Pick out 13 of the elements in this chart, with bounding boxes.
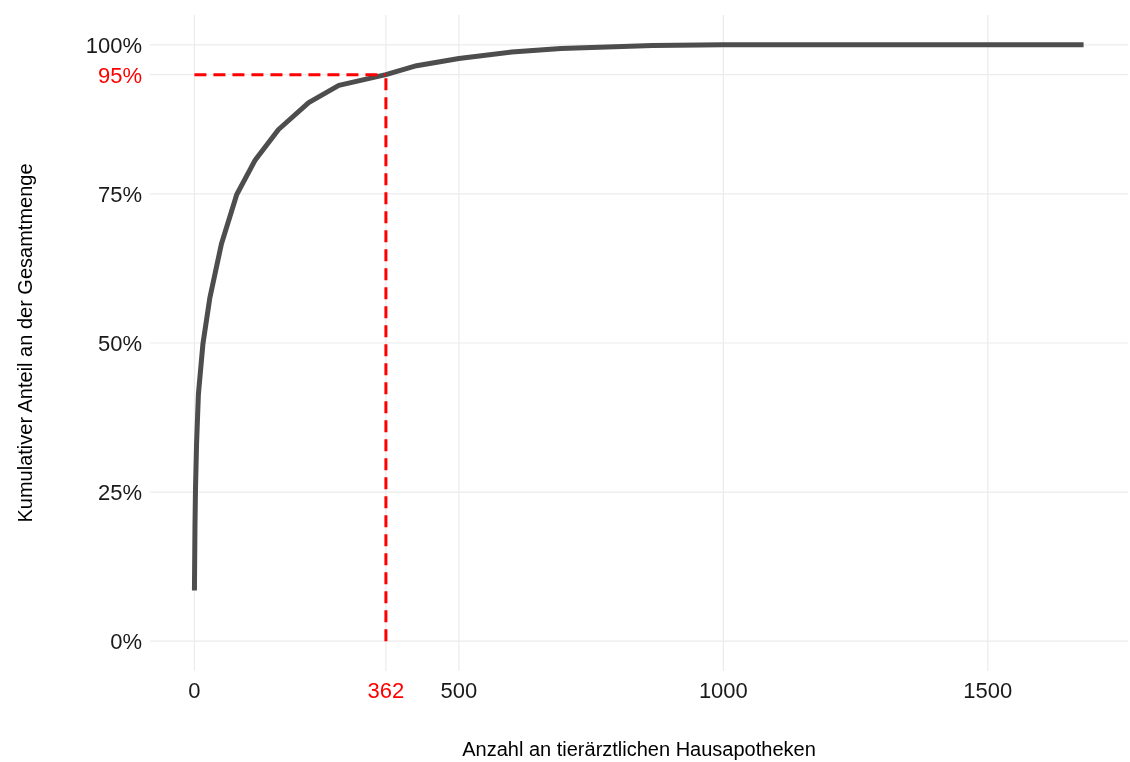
- x-tick-label: 1000: [698, 678, 748, 703]
- x-tick-label: 0: [188, 678, 201, 703]
- x-tick-label: 500: [440, 678, 478, 703]
- y-tick-label: 100%: [85, 32, 142, 58]
- ref-line-label: 362: [367, 678, 405, 703]
- y-tick-label: 75%: [97, 181, 142, 207]
- x-axis-title: Anzahl an tierärztlichen Hausapotheken: [462, 738, 816, 760]
- x-tick-label: 1500: [963, 678, 1013, 703]
- y-tick-label: 50%: [97, 331, 142, 356]
- y-tick-label: 25%: [97, 480, 142, 506]
- ref-line-label: 95%: [97, 62, 142, 88]
- y-tick-label: 0%: [110, 629, 142, 655]
- y-axis-title: Kumulativer Anteil an der Gesamtmenge: [14, 163, 36, 523]
